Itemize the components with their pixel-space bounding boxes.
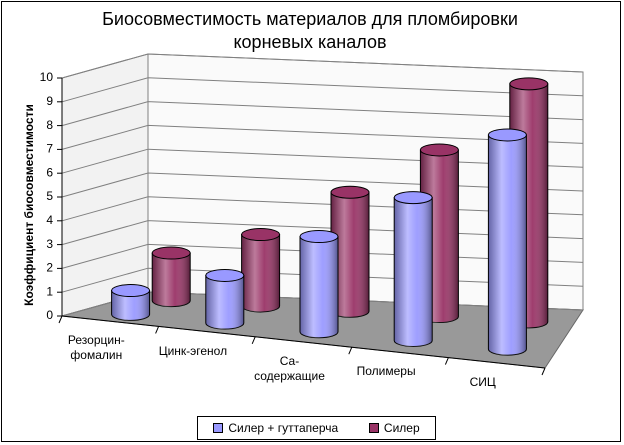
x-tick-label: Са-содержащие xyxy=(254,354,325,383)
grid-line xyxy=(61,101,584,127)
cylinder-shade xyxy=(111,290,150,321)
cylinder-top xyxy=(393,191,433,205)
cylinder-shade xyxy=(394,197,433,347)
legend-entry: Силер + гуттаперча xyxy=(213,421,338,435)
cylinder-shade xyxy=(152,253,191,307)
cylinder-top xyxy=(111,284,151,298)
x-tick-label: СИЦ xyxy=(469,374,496,389)
y-tick-label: 5 xyxy=(46,189,53,203)
y-tick-label: 10 xyxy=(40,70,54,84)
cylinder-top xyxy=(419,143,459,157)
cylinder-shade xyxy=(331,192,369,318)
grid-line xyxy=(61,124,584,150)
x-axis xyxy=(61,315,546,369)
cylinder-top xyxy=(330,185,370,199)
legend-entry: Силер xyxy=(368,421,420,435)
x-tick xyxy=(444,357,449,365)
x-tick-label: Цинк-эгенол xyxy=(158,343,228,358)
y-tick-label: 3 xyxy=(46,237,53,251)
cylinder-shade xyxy=(241,234,280,312)
grid-line xyxy=(61,77,584,103)
x-tick xyxy=(251,336,256,344)
y-tick-label: 2 xyxy=(46,261,53,275)
y-tick-label: 8 xyxy=(46,118,53,132)
x-tick xyxy=(541,367,546,376)
y-tick-label: 7 xyxy=(46,142,53,156)
cylinder-top xyxy=(487,128,527,142)
cylinder-top xyxy=(205,268,245,282)
legend-label: Силер + гуттаперча xyxy=(228,421,339,435)
grid-line xyxy=(61,53,584,79)
legend-swatch xyxy=(368,423,379,433)
y-tick-label: 6 xyxy=(46,165,53,179)
legend-swatch xyxy=(213,423,224,433)
y-tick-label: 9 xyxy=(46,94,53,108)
cylinder-top xyxy=(151,246,191,260)
y-tick-label: 1 xyxy=(46,284,53,298)
legend-label: Силер xyxy=(383,421,420,435)
cylinder-top xyxy=(299,230,339,244)
x-tick-label: Полимеры xyxy=(356,364,416,379)
y-tick-label: 0 xyxy=(46,308,53,322)
y-tick-label: 4 xyxy=(46,213,53,227)
legend: Силер + гуттаперча Силер xyxy=(197,416,436,440)
y-axis-title: Коэффициент биосовместимости xyxy=(22,104,36,306)
cylinder-shade xyxy=(205,275,244,330)
x-tick xyxy=(348,347,353,355)
cylinder-top xyxy=(509,77,549,91)
cylinder-shade xyxy=(300,236,338,338)
x-tick xyxy=(58,315,63,324)
x-tick-label: Резорцин-фомалин xyxy=(67,333,125,363)
chart-title: Биосовместимость материалов для пломбиро… xyxy=(102,9,518,52)
cylinder-shade xyxy=(488,134,527,356)
cylinder-top xyxy=(241,228,281,242)
x-tick xyxy=(155,326,160,334)
